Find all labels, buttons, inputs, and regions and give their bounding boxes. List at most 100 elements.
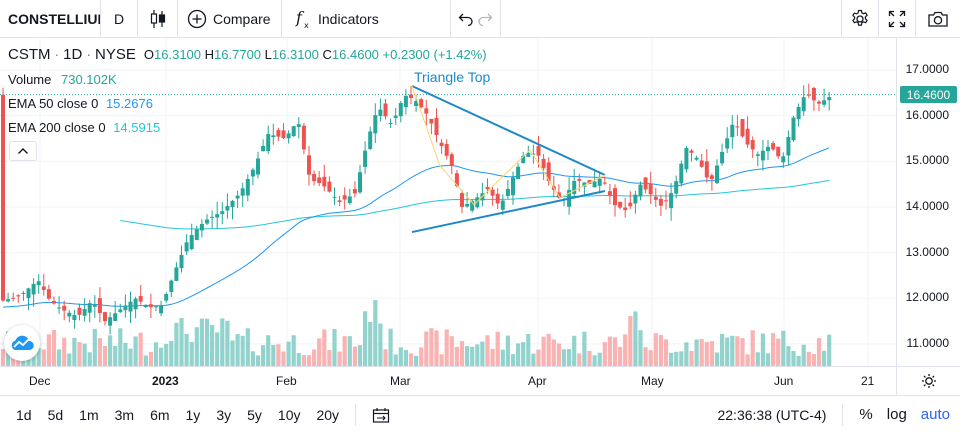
volume-bar [67,353,72,366]
candle-body [572,180,577,195]
candle-body [653,196,658,200]
volume-bar [113,345,118,366]
candle-body [123,305,128,311]
candle-body [87,303,92,313]
interval-button[interactable]: D [101,0,138,38]
volume-bar [822,350,827,366]
volume-bar [669,352,674,366]
candle-body [730,124,735,138]
clock-display[interactable]: 22:36:38 (UTC-4) [717,406,827,423]
undo-icon[interactable] [458,12,474,26]
collapse-legend-button[interactable] [9,141,37,161]
bottom-toolbar: 1d 5d 1m 3m 6m 1y 3y 5y 10y 20y 22:36:38… [0,395,960,433]
volume-bar [561,349,567,366]
range-20y[interactable]: 20y [316,406,340,423]
candle-body [154,306,158,308]
range-1y[interactable]: 1y [185,406,201,423]
range-3m[interactable]: 3m [114,406,135,423]
candle-body [363,150,368,167]
volume-bar [699,339,704,366]
volume-bar [475,344,480,366]
range-10y[interactable]: 10y [277,406,301,423]
candle-body [776,146,781,157]
candle-body [307,155,311,175]
chart-type-button[interactable] [138,0,178,38]
volume-bar [806,351,811,366]
range-3y[interactable]: 3y [216,406,232,423]
volume-bar [510,354,516,366]
candle-body [771,143,776,150]
volume-bar [261,345,266,366]
candle-body [342,195,347,200]
candle-body [230,200,235,207]
volume-bar [357,345,363,366]
ema200-line [120,180,830,230]
candle-body [429,118,434,124]
candle-body [271,135,276,138]
candle-body [261,145,266,152]
snapshot-button[interactable] [916,0,960,38]
last-price-tag: 16.4600 [900,86,957,104]
candle-body [684,147,689,170]
volume-bar [434,330,439,366]
indicators-button[interactable]: f x Indicators [282,0,451,38]
volume-bar [414,355,419,366]
range-1m[interactable]: 1m [79,406,99,423]
candle-body [133,298,138,310]
candle-body [250,169,255,177]
range-5y[interactable]: 5y [247,406,262,423]
candle-body [312,174,317,182]
volume-bar [36,348,41,366]
ema50-legend[interactable]: EMA 50 close 0 15.2676 [8,96,153,111]
compare-button[interactable]: Compare [178,0,282,38]
volume-bar [424,331,429,366]
price-tick: 17.0000 [905,62,949,76]
fullscreen-button[interactable] [879,0,916,38]
volume-bar [271,344,276,366]
candle-body [623,207,628,211]
chart-legend: CSTM · 1D · NYSE O16.3100 H16.7700 L16.3… [8,46,487,63]
redo-icon[interactable] [477,12,493,26]
percent-toggle[interactable]: % [859,406,873,423]
volume-bar [714,352,720,366]
candle-body [235,195,240,199]
price-chart[interactable]: Triangle Top [0,38,896,366]
candle-body [827,97,832,101]
axis-settings-button[interactable] [896,367,960,395]
candle-body [602,182,607,184]
volume-legend[interactable]: Volume 730.102K [8,72,117,87]
chart-pane[interactable]: Triangle Top [0,38,896,366]
volume-bar [771,333,776,366]
time-axis[interactable]: Dec 2023 Feb Mar Apr May Jun 21 [0,366,960,395]
goto-date-button[interactable] [372,407,390,423]
volume-bar [398,347,403,366]
candle-body [434,117,439,136]
range-6m[interactable]: 6m [150,406,170,423]
auto-toggle[interactable]: auto [920,406,950,423]
log-toggle[interactable]: log [886,406,907,423]
symbol-search[interactable]: CONSTELLIUM [0,0,101,38]
brand-logo[interactable] [4,325,40,361]
candle-body [475,197,480,208]
volume-bar [255,355,261,366]
candle-body [281,130,286,139]
volume-bar [419,347,424,366]
range-1d[interactable]: 1d [16,406,32,423]
ema200-legend[interactable]: EMA 200 close 0 14.5915 [8,120,160,135]
volume-bar [408,353,414,366]
candle-body [215,214,220,218]
volume-bar [760,333,765,366]
volume-bar [393,354,398,366]
candle-body [801,97,806,112]
price-axis[interactable]: 17.0000 16.0000 15.0000 14.0000 13.0000 … [896,38,960,366]
volume-bar [740,338,745,366]
range-5d[interactable]: 5d [47,406,64,423]
volume-bar [500,349,505,366]
settings-button[interactable] [842,0,879,38]
volume-bar [633,311,638,366]
volume-bar [102,345,108,366]
candle-body [822,100,827,105]
open-value: 16.3100 [154,47,202,62]
legend-ticker[interactable]: CSTM [8,46,51,63]
candle-body [796,106,801,120]
